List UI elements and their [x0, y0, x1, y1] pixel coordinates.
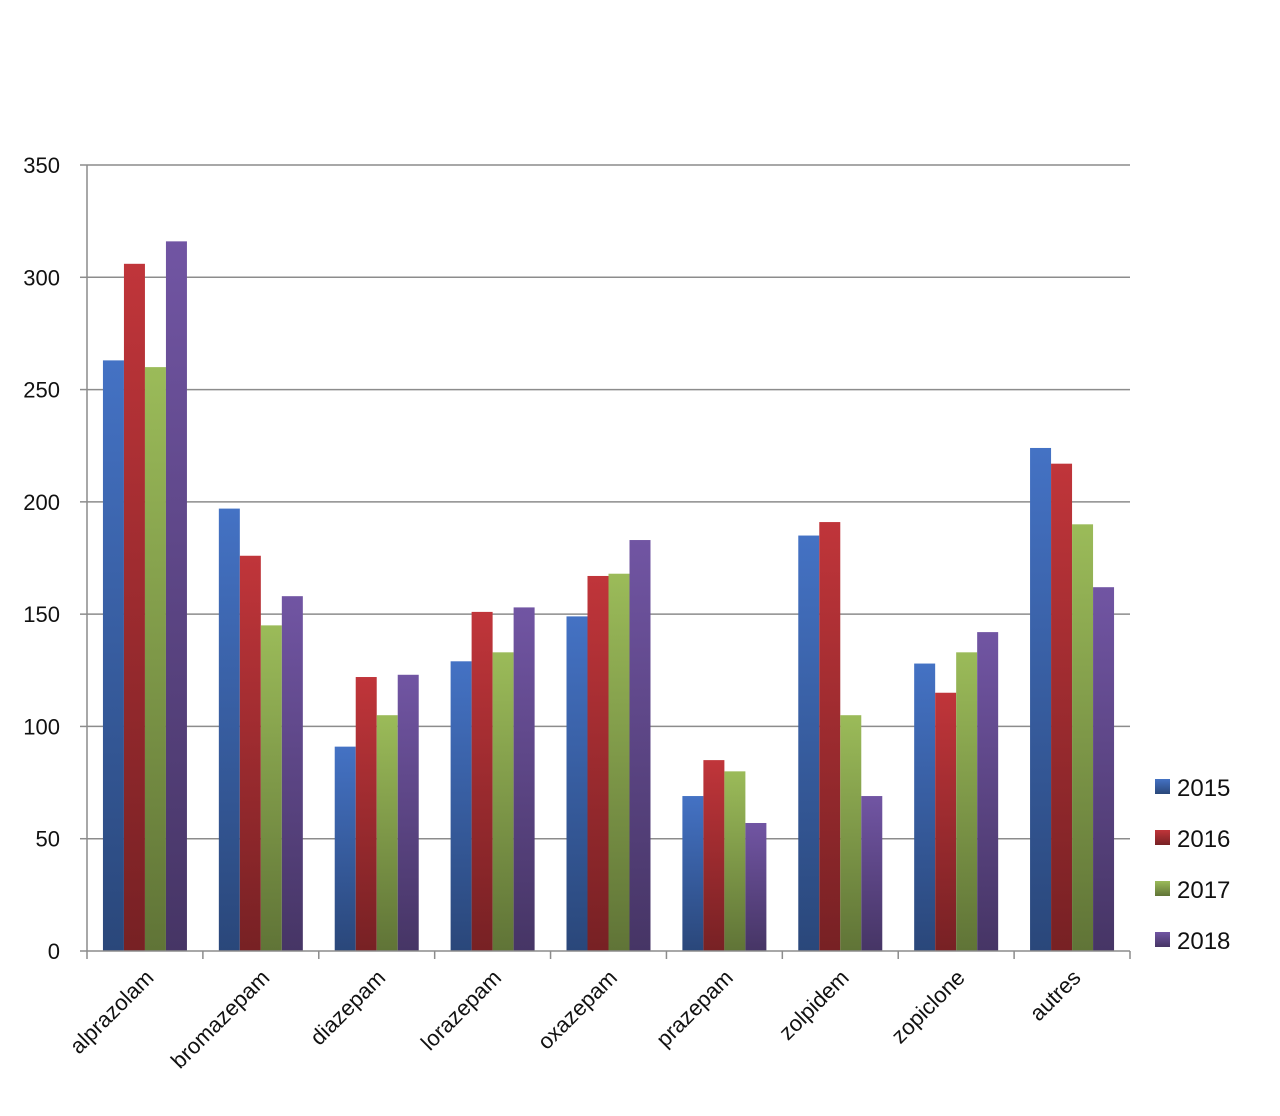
bar-zopiclone-2016 — [935, 692, 957, 951]
legend-swatch-2017 — [1155, 881, 1170, 896]
bar-zopiclone-2017 — [956, 652, 978, 951]
bar-oxazepam-2018 — [629, 540, 651, 951]
bar-diazepam-2018 — [397, 674, 419, 951]
legend-swatch-2016 — [1155, 830, 1170, 845]
category-label: lorazepam — [416, 965, 506, 1055]
bar-bromazepam-2015 — [218, 508, 240, 951]
bar-bromazepam-2018 — [281, 596, 303, 951]
category-label: oxazepam — [533, 965, 622, 1054]
bar-zopiclone-2018 — [977, 632, 999, 951]
bar-oxazepam-2017 — [608, 573, 630, 951]
category-label: bromazepam — [166, 965, 274, 1073]
bar-alprazolam-2017 — [144, 367, 166, 952]
bar-oxazepam-2016 — [587, 575, 609, 951]
y-tick-label: 150 — [23, 602, 60, 627]
bar-alprazolam-2015 — [102, 360, 124, 951]
bar-diazepam-2015 — [334, 746, 356, 951]
legend-swatch-2015 — [1155, 779, 1170, 794]
category-label: prazepam — [651, 965, 738, 1052]
bar-autres-2018 — [1093, 587, 1115, 951]
bar-alprazolam-2016 — [123, 263, 145, 952]
bar-bromazepam-2017 — [260, 625, 282, 951]
bar-zolpidem-2017 — [840, 715, 862, 951]
y-tick-label: 200 — [23, 490, 60, 515]
axes — [86, 165, 1131, 959]
bar-lorazepam-2015 — [450, 661, 472, 951]
bar-autres-2016 — [1051, 463, 1073, 951]
category-label: autres — [1025, 965, 1086, 1026]
category-label: zolpidem — [774, 965, 854, 1045]
bar-prazepam-2016 — [703, 760, 725, 951]
category-labels: alprazolam bromazepam diazepam lorazepam oxa… — [65, 965, 1086, 1073]
y-tick-label: 100 — [23, 714, 60, 739]
bars — [102, 241, 1115, 952]
bar-zolpidem-2015 — [798, 535, 820, 951]
bar-lorazepam-2018 — [513, 607, 535, 951]
y-tick-labels: 0 50 100 150 200 250 300 350 — [23, 153, 60, 964]
bar-alprazolam-2018 — [165, 241, 187, 952]
bar-oxazepam-2015 — [566, 616, 588, 951]
legend-label-2018: 2018 — [1177, 928, 1230, 955]
bar-bromazepam-2016 — [239, 555, 261, 951]
y-tick-label: 350 — [23, 153, 60, 178]
bar-autres-2017 — [1072, 524, 1094, 951]
legend-label-2016: 2016 — [1177, 826, 1230, 853]
y-tick-label: 50 — [36, 827, 60, 852]
bar-prazepam-2015 — [682, 796, 704, 951]
bar-diazepam-2017 — [376, 715, 398, 951]
bar-zopiclone-2015 — [914, 663, 936, 951]
category-label: zopiclone — [886, 965, 969, 1048]
y-tick-label: 250 — [23, 378, 60, 403]
category-label: alprazolam — [65, 965, 159, 1059]
bar-autres-2015 — [1030, 447, 1052, 951]
bar-zolpidem-2016 — [819, 522, 841, 951]
legend-label-2015: 2015 — [1177, 775, 1230, 802]
bar-diazepam-2016 — [355, 677, 377, 951]
bar-prazepam-2018 — [745, 822, 767, 951]
bar-lorazepam-2017 — [492, 652, 514, 951]
bar-prazepam-2017 — [724, 771, 746, 951]
legend: 2015 2016 2017 2018 — [1155, 775, 1230, 955]
legend-label-2017: 2017 — [1177, 877, 1230, 904]
y-tick-label: 0 — [48, 939, 60, 964]
bar-lorazepam-2016 — [471, 611, 493, 951]
bar-zolpidem-2018 — [861, 796, 883, 951]
y-tick-label: 300 — [23, 265, 60, 290]
category-label: diazepam — [305, 965, 390, 1050]
legend-swatch-2018 — [1155, 932, 1170, 947]
